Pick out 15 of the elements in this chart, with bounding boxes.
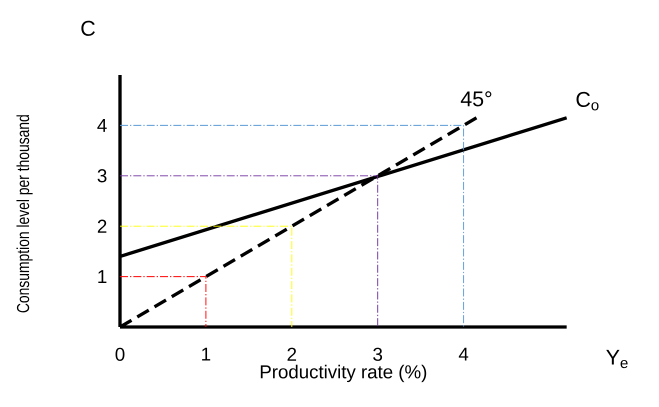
series-label: 45° bbox=[460, 91, 492, 106]
x-tick-label: 0 bbox=[116, 348, 124, 361]
x-tick-label: 3 bbox=[373, 348, 382, 361]
x-tick-label: 4 bbox=[458, 348, 468, 361]
x-tick-label: 1 bbox=[202, 348, 210, 361]
y-tick-label: 2 bbox=[98, 220, 106, 233]
y-axis-title: Consumption level per thousand bbox=[16, 115, 33, 312]
series-label: C$_{o}$ bbox=[576, 92, 599, 110]
y-tick-label: 3 bbox=[98, 169, 106, 182]
y-tick-label: 4 bbox=[97, 118, 107, 132]
y-tick-label: 1 bbox=[98, 270, 106, 284]
text: Y$_{e}$ bbox=[606, 350, 628, 368]
x-tick-label: 2 bbox=[288, 348, 296, 361]
x-axis-title: Productivity rate (%) bbox=[260, 364, 426, 382]
text: C bbox=[81, 20, 95, 36]
